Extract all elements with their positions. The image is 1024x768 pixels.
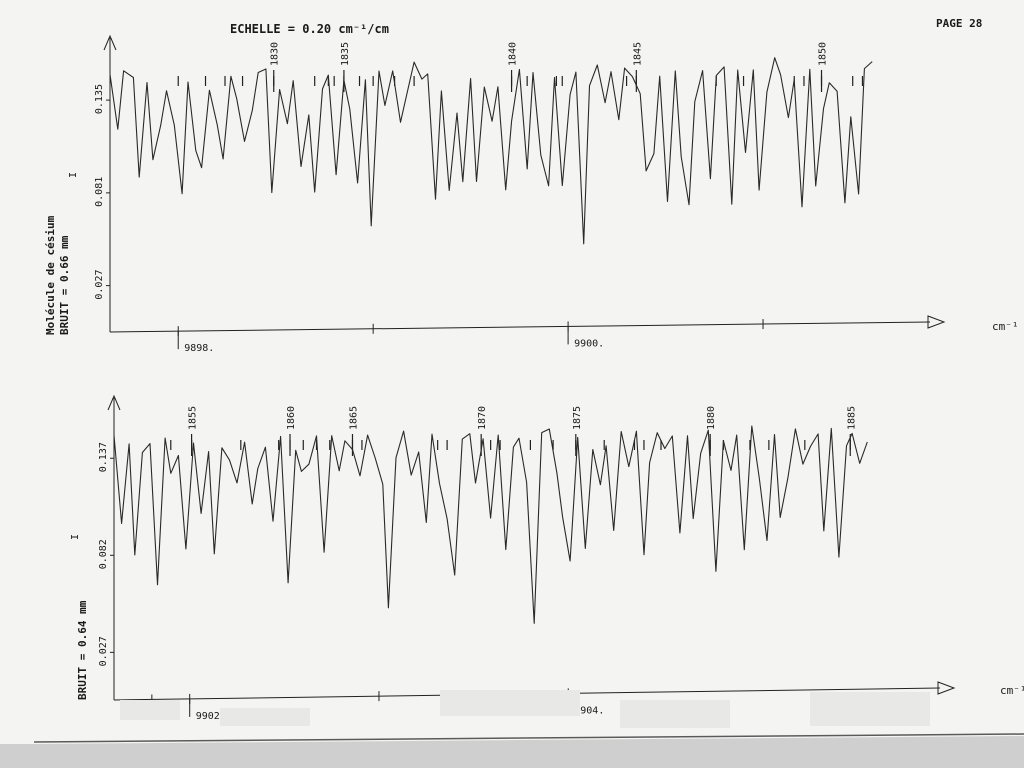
line-number-label-bottom: 1865 — [348, 406, 359, 430]
page-label: PAGE 28 — [936, 17, 982, 30]
x-unit-label-bottom: cm⁻¹ — [1000, 684, 1024, 697]
x-tick-label-bottom: 9902. — [196, 711, 226, 722]
line-number-label-top: 1845 — [632, 42, 643, 66]
y-intensity-label-bottom: I — [70, 534, 81, 540]
y-intensity-label-top: I — [68, 172, 79, 178]
line-number-label-top: 1840 — [508, 42, 519, 66]
x-tick-label-top: 9898. — [184, 343, 214, 354]
y-tick-label-bottom: 0.082 — [98, 539, 109, 569]
y-tick-label-bottom: 0.137 — [98, 442, 109, 472]
x-tick-label-bottom: 9904. — [574, 705, 604, 716]
x-axis-arrow-top — [927, 315, 946, 329]
line-number-label-top: 1830 — [270, 42, 281, 66]
y-tick-label-bottom: 0.027 — [98, 636, 109, 666]
line-number-label-bottom: 1880 — [706, 406, 717, 430]
spectrum-trace-bottom — [113, 425, 868, 624]
molecule-label: Molécule de césium — [44, 215, 57, 335]
line-number-label-top: 1850 — [818, 42, 829, 66]
line-number-label-bottom: 1855 — [188, 406, 199, 430]
spectrum-chart-top: cm⁻¹ I 0.027 0.081 0.135 9898. 9900. 1830 1835… — [68, 34, 1019, 354]
y-tick-label-top: 0.081 — [94, 177, 105, 207]
y-axis-arrow-top — [103, 34, 117, 51]
line-number-label-bottom: 1875 — [572, 406, 583, 430]
x-unit-label-top: cm⁻¹ — [992, 320, 1019, 333]
noise-label-bottom: BRUIT = 0.64 mm — [76, 600, 89, 700]
x-axis-top — [109, 321, 931, 333]
spectrum-trace-top — [109, 57, 873, 245]
paper-edge — [33, 733, 1024, 743]
x-tick-label-top: 9900. — [574, 338, 604, 349]
scan-noise — [120, 690, 930, 728]
y-tick-label-top: 0.135 — [94, 84, 105, 114]
noise-label-top: BRUIT = 0.66 mm — [58, 235, 71, 335]
x-axis-arrow-bottom — [937, 681, 956, 695]
y-tick-label-top: 0.027 — [94, 270, 105, 300]
line-number-label-bottom: 1870 — [477, 406, 488, 430]
line-number-label-bottom: 1885 — [846, 406, 857, 430]
y-axis-arrow-bottom — [107, 394, 121, 411]
line-number-label-top: 1835 — [340, 42, 351, 66]
scale-header: ECHELLE = 0.20 cm⁻¹/cm — [230, 22, 389, 36]
paper — [0, 0, 1024, 744]
line-number-label-bottom: 1860 — [286, 406, 297, 430]
